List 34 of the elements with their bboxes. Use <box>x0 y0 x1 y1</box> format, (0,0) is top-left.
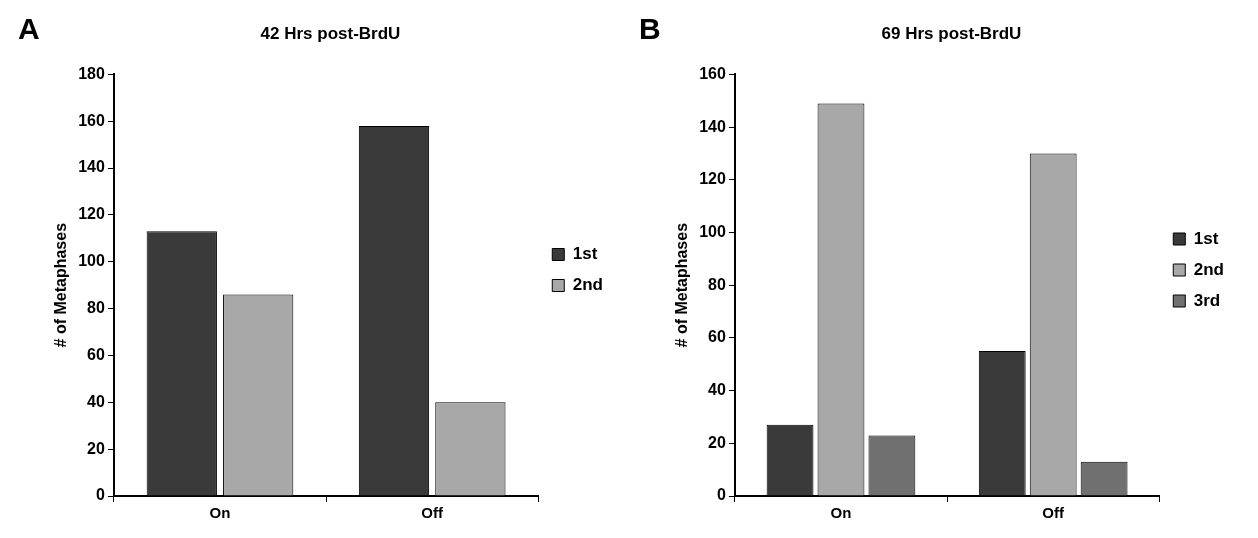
y-tick-label: 0 <box>716 486 726 504</box>
y-axis-title: # of Metaphases <box>673 222 691 348</box>
y-tick-label: 160 <box>699 64 726 82</box>
y-tick-label: 60 <box>708 328 726 346</box>
y-tick-label: 80 <box>708 275 726 293</box>
y-tick-label: 120 <box>699 170 726 188</box>
y-tick-label: 80 <box>87 299 105 317</box>
y-tick-label: 100 <box>699 222 726 240</box>
legend-label: 2nd <box>572 275 604 295</box>
x-tick-label: Off <box>1042 504 1066 522</box>
y-tick-label: 180 <box>78 64 105 82</box>
text: B <box>639 12 661 46</box>
y-tick-label: 40 <box>708 381 726 399</box>
x-tick-label: On <box>209 504 231 522</box>
chart-title: 69 Hrs post-BrdU <box>881 23 1022 43</box>
x-tick-label: On <box>830 504 852 522</box>
legend-label: 2nd <box>1193 259 1225 279</box>
y-tick-label: 140 <box>699 117 726 135</box>
x-tick-label: Off <box>421 504 445 522</box>
legend-label: 1st <box>1193 228 1219 248</box>
chart-title: 42 Hrs post-BrdU <box>260 23 401 43</box>
y-tick-label: 100 <box>78 252 105 270</box>
legend-label: 1st <box>572 244 598 264</box>
text: A <box>18 12 40 46</box>
y-tick-label: 160 <box>78 111 105 129</box>
legend-label: 3rd <box>1193 290 1221 310</box>
y-axis-title: # of Metaphases <box>52 222 70 348</box>
y-tick-label: 0 <box>95 486 105 504</box>
y-tick-label: 40 <box>87 392 105 410</box>
y-tick-label: 120 <box>78 205 105 223</box>
y-tick-label: 20 <box>708 433 726 451</box>
y-tick-label: 20 <box>87 439 105 457</box>
y-tick-label: 60 <box>87 345 105 363</box>
y-tick-label: 140 <box>78 158 105 176</box>
